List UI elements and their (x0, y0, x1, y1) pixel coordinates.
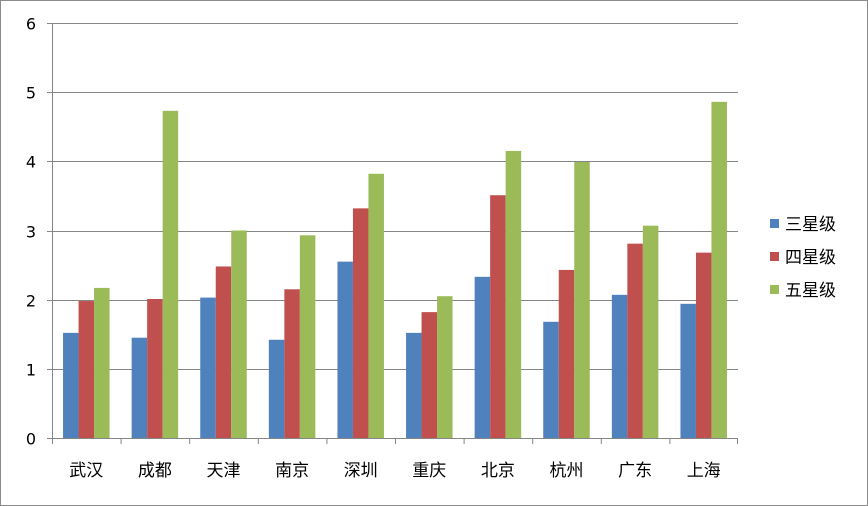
category-label: 成都 (138, 461, 172, 481)
y-tick-label: 1 (26, 361, 36, 380)
y-tick-label: 4 (26, 153, 36, 172)
bar (695, 252, 712, 438)
y-tick-labels: 0 1 2 3 4 5 6 (26, 15, 36, 449)
bar (215, 266, 232, 438)
legend-swatch (770, 285, 779, 294)
bar (147, 298, 163, 438)
category-label: 天津 (207, 461, 241, 481)
category-label: 北京 (481, 461, 515, 481)
legend-label: 三星级 (785, 215, 836, 235)
category-label: 广东 (618, 461, 652, 481)
bar (543, 321, 559, 438)
bar (63, 332, 79, 438)
bar (337, 261, 353, 439)
category-labels: 武汉 成都 天津 南京 深圳 重庆 北京 杭州 广东 上海 (69, 461, 720, 481)
bar (558, 269, 575, 438)
bar (162, 110, 179, 438)
bar (78, 301, 95, 438)
category-label: 杭州 (550, 461, 584, 481)
legend-swatch (770, 219, 779, 228)
category-label: 重庆 (412, 461, 446, 481)
bar (490, 195, 506, 438)
bar (680, 303, 696, 438)
bar (574, 162, 590, 438)
y-tick-label: 3 (26, 223, 36, 242)
y-tick-label: 2 (26, 292, 36, 311)
bar (406, 332, 422, 438)
bar (94, 287, 110, 438)
category-label: 南京 (275, 461, 309, 481)
bar (437, 296, 453, 438)
bar (284, 289, 300, 438)
bars (63, 101, 727, 439)
bar (352, 208, 369, 438)
bar (642, 225, 659, 438)
bar (627, 243, 643, 438)
bar (268, 339, 285, 438)
bar (200, 297, 216, 438)
category-label: 深圳 (344, 461, 378, 481)
y-tick-label: 0 (26, 430, 36, 449)
y-tick-label: 6 (26, 15, 36, 34)
bar (711, 101, 727, 438)
bar (368, 173, 384, 438)
legend-swatch (770, 252, 779, 261)
category-label: 上海 (687, 461, 721, 481)
bar (131, 337, 148, 438)
bar (505, 150, 522, 438)
axes (52, 23, 738, 439)
bar (421, 312, 438, 438)
bar (231, 230, 247, 438)
legend-label: 四星级 (785, 248, 836, 268)
bar (299, 235, 316, 438)
y-tick-label: 5 (26, 84, 36, 103)
legend-label: 五星级 (785, 281, 836, 301)
category-label: 武汉 (69, 461, 103, 481)
bar (474, 276, 491, 438)
bar (611, 294, 628, 438)
